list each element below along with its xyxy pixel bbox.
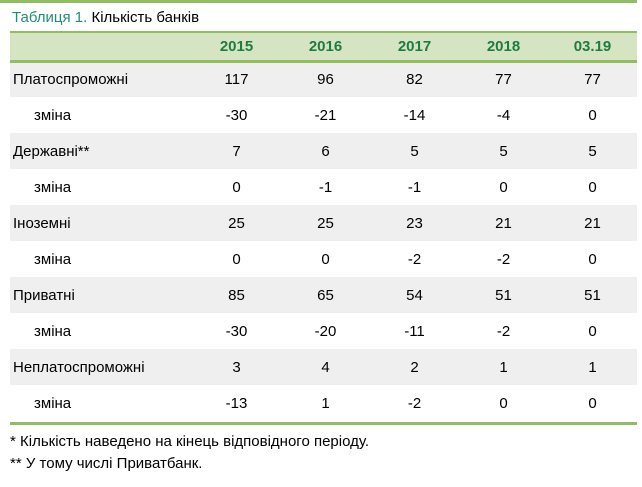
column-header-2018: 2018 <box>486 37 521 55</box>
cell-value: 51 <box>584 286 601 304</box>
cell-value: 1 <box>499 358 508 376</box>
cell-value: 85 <box>228 286 245 304</box>
cell-value: -20 <box>314 322 337 340</box>
cell-value: 96 <box>317 71 334 89</box>
cell-value: 0 <box>588 322 597 340</box>
table-row: зміна -30 -20 -11 -2 0 <box>10 313 637 349</box>
cell-value: -4 <box>496 106 511 124</box>
column-header-2017: 2017 <box>397 37 432 55</box>
table-header-row: 2015 2016 2017 2018 03.19 <box>10 32 637 61</box>
column-header-2015: 2015 <box>219 37 254 55</box>
row-label: зміна <box>34 106 72 124</box>
cell-value: 21 <box>495 214 512 232</box>
cell-value: 5 <box>499 142 508 160</box>
cell-value: 0 <box>588 250 597 268</box>
cell-value: -1 <box>407 178 422 196</box>
table-row: Неплатоспроможні 3 4 2 1 1 <box>10 349 637 385</box>
table-row: Платоспроможні 117 96 82 77 77 <box>10 61 637 97</box>
cell-value: -30 <box>225 106 248 124</box>
table-row: Іноземні 25 25 23 21 21 <box>10 205 637 241</box>
row-label: зміна <box>34 250 72 268</box>
table-title: Таблиця 1. Кількість банків <box>12 8 642 27</box>
cell-value: -11 <box>404 322 425 340</box>
cell-value: 0 <box>499 394 508 412</box>
row-label: Державні** <box>13 142 90 160</box>
table-name-text: Кількість банків <box>91 9 200 26</box>
top-accent-line <box>0 0 637 3</box>
cell-value: 51 <box>495 286 512 304</box>
cell-value: 0 <box>232 178 241 196</box>
cell-value: 5 <box>410 142 419 160</box>
cell-value: 77 <box>495 71 512 89</box>
table-row: Приватні 85 65 54 51 51 <box>10 277 637 313</box>
footnote-privatbank: ** У тому числі Приватбанк. <box>10 455 203 472</box>
table-row: зміна -13 1 -2 0 0 <box>10 385 637 421</box>
row-label: Приватні <box>13 286 75 304</box>
cell-value: 0 <box>588 106 597 124</box>
row-label: зміна <box>34 394 72 412</box>
cell-value: 2 <box>410 358 419 376</box>
cell-value: 1 <box>588 358 597 376</box>
row-label-column-header <box>10 32 192 61</box>
cell-value: 5 <box>588 142 597 160</box>
table-row: зміна -30 -21 -14 -4 0 <box>10 97 637 133</box>
cell-value: 82 <box>406 71 423 89</box>
cell-value: -13 <box>225 394 248 412</box>
cell-value: 25 <box>317 214 334 232</box>
column-header-03.19: 03.19 <box>573 37 612 55</box>
cell-value: 0 <box>321 250 330 268</box>
cell-value: -2 <box>496 322 511 340</box>
cell-value: 65 <box>317 286 334 304</box>
cell-value: 117 <box>224 71 249 89</box>
cell-value: 1 <box>321 394 330 412</box>
row-label: зміна <box>34 178 72 196</box>
cell-value: 0 <box>588 178 597 196</box>
table-row: зміна 0 0 -2 -2 0 <box>10 241 637 277</box>
cell-value: -21 <box>314 106 337 124</box>
row-label: Неплатоспроможні <box>13 358 145 376</box>
bottom-accent-line <box>10 422 637 425</box>
cell-value: 25 <box>228 214 245 232</box>
cell-value: -2 <box>407 250 422 268</box>
cell-value: -30 <box>225 322 248 340</box>
footnotes-block: * Кількість наведено на кінець відповідн… <box>10 431 642 475</box>
cell-value: -2 <box>407 394 422 412</box>
cell-value: 7 <box>232 142 241 160</box>
cell-value: 4 <box>321 358 330 376</box>
cell-value: 3 <box>232 358 241 376</box>
cell-value: -2 <box>496 250 511 268</box>
cell-value: 54 <box>406 286 423 304</box>
cell-value: 0 <box>232 250 241 268</box>
table-body: Платоспроможні 117 96 82 77 77 зміна -30 -21 -14-… <box>10 61 637 421</box>
table-row: Державні** 7 6 5 5 5 <box>10 133 637 169</box>
banks-count-table: 2015 2016 2017 2018 03.19 Платоспроможні 117 9… <box>10 31 637 421</box>
cell-value: 6 <box>321 142 330 160</box>
table-number-label: Таблиця 1. <box>12 9 88 26</box>
column-header-2016: 2016 <box>308 37 343 55</box>
cell-value: 21 <box>584 214 601 232</box>
cell-value: -14 <box>403 106 426 124</box>
table-row: зміна 0 -1 -1 0 0 <box>10 169 637 205</box>
footnote-period: * Кількість наведено на кінець відповідн… <box>10 433 370 450</box>
row-label: зміна <box>34 322 72 340</box>
cell-value: -1 <box>318 178 333 196</box>
cell-value: 77 <box>584 71 601 89</box>
row-label: Іноземні <box>13 214 71 232</box>
cell-value: 0 <box>588 394 597 412</box>
row-label: Платоспроможні <box>13 71 129 89</box>
table-header: 2015 2016 2017 2018 03.19 <box>10 32 637 61</box>
cell-value: 0 <box>499 178 508 196</box>
cell-value: 23 <box>406 214 423 232</box>
